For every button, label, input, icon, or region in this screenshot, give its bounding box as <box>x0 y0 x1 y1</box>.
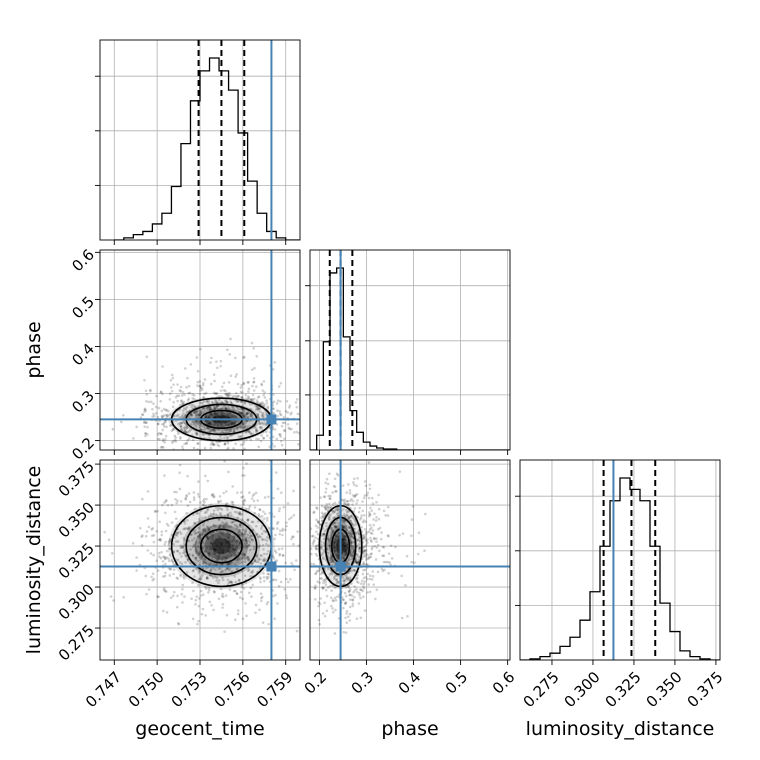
histogram-step-phase <box>310 267 510 450</box>
truth-marker <box>266 414 277 425</box>
x-tick-label: 0.6 <box>489 668 519 698</box>
x-tick-label: 0.753 <box>168 668 211 711</box>
histogram-panel-phase <box>305 249 511 451</box>
y-tick-label: 0.300 <box>55 580 98 623</box>
x-tick-label: 0.325 <box>602 668 645 711</box>
panel-border <box>309 249 511 451</box>
2d-panel-geocent_time-luminosity_distance <box>99 459 301 661</box>
histogram-step-luminosity_distance <box>520 477 720 660</box>
x-tick-label: 0.747 <box>82 668 125 711</box>
x-tick-label: 0.750 <box>125 668 168 711</box>
x-tick-label: 0.759 <box>253 668 296 711</box>
x-tick-label: 0.350 <box>643 668 686 711</box>
panel-border <box>519 459 721 661</box>
x-axis-label-phase: phase <box>381 718 438 740</box>
y-axis-label-phase: phase <box>23 321 45 378</box>
y-tick-label: 0.4 <box>68 340 98 370</box>
y-tick-label: 0.5 <box>68 293 98 323</box>
panel-border <box>309 459 511 661</box>
x-tick-label: 0.2 <box>301 668 331 698</box>
x-tick-label: 0.3 <box>348 668 378 698</box>
histogram-panel-luminosity_distance <box>515 459 721 661</box>
y-tick-label: 0.6 <box>68 246 98 276</box>
x-tick-label: 0.275 <box>520 668 563 711</box>
truth-marker <box>335 561 346 572</box>
x-tick-label: 0.5 <box>442 668 472 698</box>
2d-panel-phase-luminosity_distance <box>309 459 511 661</box>
histogram-panel-geocent_time <box>95 39 301 241</box>
contour <box>199 528 243 564</box>
y-tick-label: 0.350 <box>55 498 98 541</box>
y-axis-label-luminosity_distance: luminosity_distance <box>23 466 45 655</box>
x-axis-label-luminosity_distance: luminosity_distance <box>526 718 715 740</box>
truth-marker <box>266 561 277 572</box>
histogram-step-geocent_time <box>114 57 300 240</box>
x-tick-label: 0.300 <box>561 668 604 711</box>
x-tick-label: 0.375 <box>684 668 727 711</box>
contour <box>185 516 258 576</box>
y-tick-label: 0.325 <box>55 539 98 582</box>
y-tick-label: 0.375 <box>55 457 98 500</box>
y-tick-label: 0.275 <box>55 621 98 664</box>
x-tick-label: 0.4 <box>395 668 425 698</box>
y-tick-label: 0.3 <box>68 387 98 417</box>
x-tick-label: 0.756 <box>211 668 254 711</box>
2d-panel-geocent_time-phase <box>99 249 301 451</box>
x-axis-label-geocent_time: geocent_time <box>135 718 264 740</box>
